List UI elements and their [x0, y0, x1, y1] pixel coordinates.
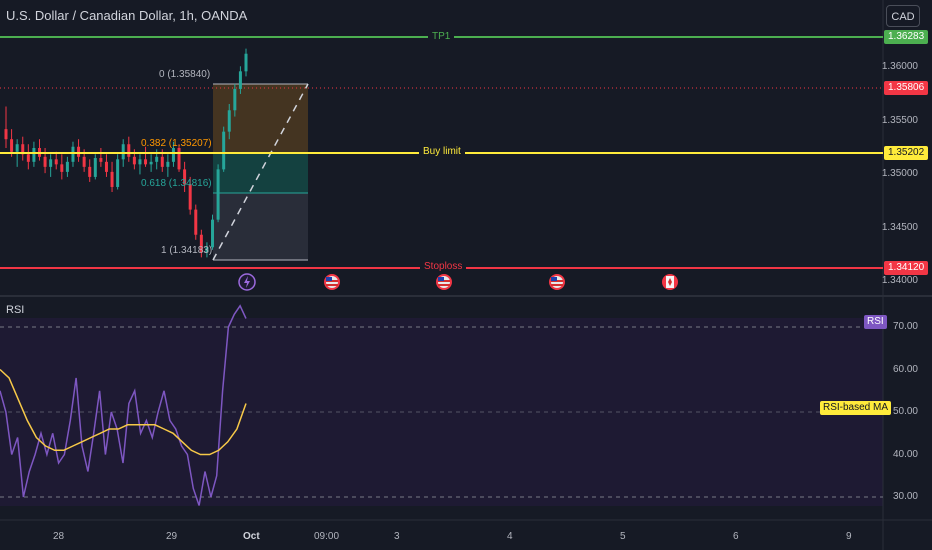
- candle-body: [77, 146, 81, 157]
- rsi-tick: 70.00: [892, 321, 918, 332]
- time-tick: 4: [507, 531, 513, 542]
- currency-button[interactable]: CAD: [886, 5, 920, 27]
- time-tick: 6: [733, 531, 739, 542]
- candle-body: [132, 156, 136, 165]
- rsi-line: [0, 304, 247, 506]
- rsi-pane-label[interactable]: RSI: [6, 304, 25, 316]
- candle-body: [26, 154, 30, 162]
- candle-body: [99, 158, 103, 162]
- us-flag-icon[interactable]: [549, 274, 565, 290]
- candle-body: [194, 209, 198, 235]
- tp1-price-tag: 1.36283: [884, 30, 929, 44]
- candles-group: [4, 48, 248, 258]
- candle-body: [233, 88, 237, 111]
- candle-body: [144, 159, 148, 165]
- rsi-tick: 30.00: [892, 491, 918, 502]
- candle-body: [127, 144, 131, 157]
- stoploss-label[interactable]: Stoploss: [420, 261, 467, 272]
- candle-body: [211, 219, 215, 248]
- fib-level-0-label: 0 (1.35840): [159, 69, 211, 80]
- candle-body: [15, 144, 19, 152]
- candle-body: [177, 148, 181, 170]
- candle-body: [166, 161, 170, 167]
- candle-body: [171, 148, 175, 162]
- candle-body: [238, 71, 242, 89]
- fib-zone-0-0382: [213, 84, 308, 153]
- tp1-label[interactable]: TP1: [428, 31, 455, 42]
- candle-body: [216, 169, 220, 220]
- time-tick: Oct: [243, 531, 260, 542]
- time-tick: 3: [394, 531, 400, 542]
- candle-body: [54, 159, 58, 165]
- candle-body: [183, 169, 187, 185]
- current-price-tag: 1.35806: [884, 81, 929, 95]
- lightning-icon[interactable]: [238, 273, 256, 291]
- candle-body: [244, 53, 248, 72]
- candle-body: [160, 156, 164, 167]
- rsi-tick: 50.00: [892, 406, 918, 417]
- rsi-tick: 40.00: [892, 449, 918, 460]
- price-tick: 1.36000: [881, 61, 918, 72]
- fib-zone-0618-1: [213, 193, 308, 260]
- price-tick: 1.35000: [881, 168, 918, 179]
- time-tick: 5: [620, 531, 626, 542]
- price-tick: 1.34000: [881, 275, 918, 286]
- price-tick: 1.35500: [881, 115, 918, 126]
- candle-body: [49, 159, 53, 167]
- candle-body: [60, 164, 64, 172]
- candle-body: [149, 161, 153, 165]
- us-flag-icon[interactable]: [324, 274, 340, 290]
- canada-flag-icon[interactable]: [662, 274, 678, 290]
- candle-body: [65, 161, 69, 172]
- rsi-ma-line: [0, 368, 247, 456]
- candle-body: [121, 144, 125, 160]
- candle-body: [4, 129, 8, 140]
- candle-body: [32, 148, 36, 162]
- candle-body: [205, 247, 209, 253]
- candle-body: [93, 158, 97, 177]
- candle-body: [116, 159, 120, 187]
- time-tick: 09:00: [314, 531, 340, 542]
- rsi-ma-badge: RSI-based MA: [820, 401, 892, 415]
- buy-limit-price-tag: 1.35202: [884, 146, 929, 160]
- candle-body: [21, 144, 25, 155]
- us-flag-icon[interactable]: [436, 274, 452, 290]
- time-tick: 9: [846, 531, 852, 542]
- time-tick: 29: [166, 531, 178, 542]
- candle-body: [155, 156, 159, 162]
- candle-body: [104, 161, 108, 172]
- candle-body: [88, 166, 92, 177]
- fib-level-1-label: 1 (1.34183): [161, 245, 213, 256]
- stoploss-price-tag: 1.34120: [884, 261, 929, 275]
- fib-level-0382-label: 0.382 (1.35207): [141, 138, 212, 149]
- candle-body: [188, 184, 192, 210]
- time-tick: 28: [53, 531, 65, 542]
- candle-body: [110, 171, 114, 187]
- candle-body: [227, 110, 231, 132]
- candle-body: [222, 131, 226, 170]
- candle-body: [199, 234, 203, 253]
- buy-limit-label[interactable]: Buy limit: [419, 146, 465, 157]
- chart-title[interactable]: U.S. Dollar / Canadian Dollar, 1h, OANDA: [6, 8, 248, 23]
- candle-body: [10, 139, 14, 152]
- fib-zone-0382-0618: [213, 153, 308, 193]
- fib-level-0618-label: 0.618 (1.34816): [141, 178, 212, 189]
- candle-body: [43, 156, 47, 167]
- rsi-legend-badge: RSI: [864, 315, 887, 329]
- price-tick: 1.34500: [881, 222, 918, 233]
- candle-body: [138, 159, 142, 165]
- rsi-tick: 60.00: [892, 364, 918, 375]
- candle-body: [71, 146, 75, 162]
- candle-body: [82, 156, 86, 167]
